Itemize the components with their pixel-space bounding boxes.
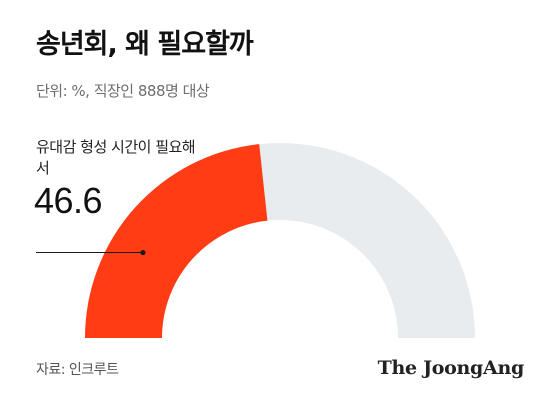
publisher-logo: The JoongAng	[377, 357, 525, 379]
callout-value: 46.6	[34, 180, 103, 221]
callout-label: 유대감 형성 시간이 필요해서	[36, 138, 196, 177]
callout-leader-dot	[140, 249, 146, 256]
chart-subtitle: 단위: %, 직장인 888명 대상	[36, 82, 210, 100]
chart-title: 송년회, 왜 필요할까	[36, 29, 254, 60]
gauge-fill-slice	[85, 144, 268, 338]
source-note: 자료: 인크루트	[36, 362, 119, 378]
